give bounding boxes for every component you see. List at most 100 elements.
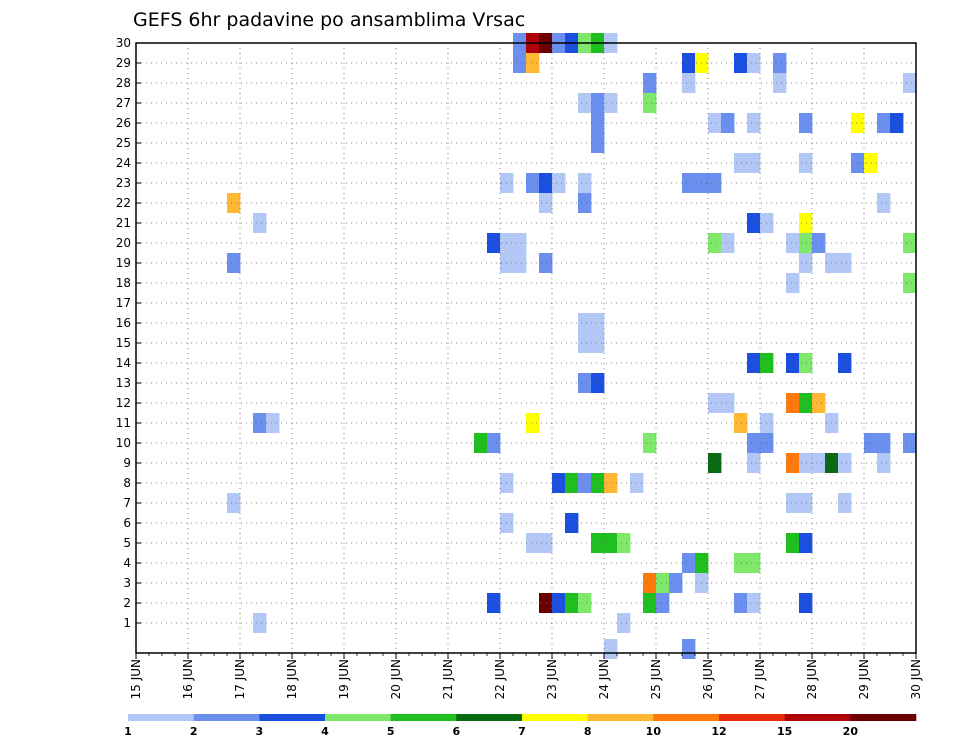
heatmap-cell [526,53,540,73]
heatmap-cell [604,473,618,493]
colorbar-label: 3 [256,725,264,738]
heatmap-cell [578,173,592,193]
heatmap-cell [786,273,800,293]
colorbar-label: 2 [190,725,198,738]
heatmap-cell [747,213,761,233]
heatmap-cell [747,433,761,453]
heatmap-cell [734,53,748,73]
heatmap-cell [539,253,553,273]
y-tick-label: 20 [116,236,131,250]
heatmap-cell [253,413,267,433]
heatmap-cell [773,73,787,93]
colorbar-label: 15 [777,725,792,738]
heatmap-cell [734,553,748,573]
heatmap-cell [682,639,696,659]
y-tick-label: 24 [116,156,131,170]
colorbar-swatch [850,714,917,721]
heatmap-cell [708,173,722,193]
heatmap-cell [747,53,761,73]
heatmap-cell [591,473,605,493]
heatmap-cell [591,333,605,353]
heatmap-cell [786,533,800,553]
x-tick-label: 20 JUN [389,659,403,699]
heatmap-cell [552,593,566,613]
heatmap-cell [734,413,748,433]
colorbar-label: 6 [453,725,461,738]
heatmap-cell [799,393,813,413]
x-tick-label: 28 JUN [805,659,819,699]
heatmap-cell [786,493,800,513]
heatmap-cell [799,353,813,373]
heatmap-cell [903,433,917,453]
heatmap-cell [604,93,618,113]
y-tick-label: 15 [116,336,131,350]
x-tick-label: 21 JUN [441,659,455,699]
heatmap-cell [851,153,865,173]
heatmap-cell [578,333,592,353]
x-tick-label: 25 JUN [649,659,663,699]
heatmap-cell [227,253,241,273]
heatmap-cell [578,373,592,393]
heatmap-cell [786,233,800,253]
y-tick-label: 12 [116,396,131,410]
heatmap-cell [617,533,631,553]
heatmap-cell [591,313,605,333]
x-tick-label: 24 JUN [597,659,611,699]
heatmap-cell [682,53,696,73]
heatmap-cell [643,433,657,453]
y-tick-label: 6 [123,516,131,530]
heatmap-cell [864,433,878,453]
y-tick-label: 2 [123,596,131,610]
heatmap-cell [591,533,605,553]
heatmap-cell [734,593,748,613]
colorbar-swatch [128,714,194,721]
colorbar-swatch [193,714,260,721]
heatmap-cell [812,233,826,253]
heatmap-cell [513,233,527,253]
y-tick-label: 23 [116,176,131,190]
chart-title: GEFS 6hr padavine po ansamblima Vrsac [133,9,525,31]
x-tick-label: 27 JUN [753,659,767,699]
y-tick-label: 14 [116,356,131,370]
y-tick-label: 3 [123,576,131,590]
heatmap-cell [812,453,826,473]
heatmap-cells [227,33,917,659]
heatmap-cell [903,273,917,293]
heatmap-cell [903,73,917,93]
x-axis: 15 JUN 16 JUN 17 JUN 18 JUN 19 JUN 20 JUN 21 J… [129,653,923,699]
x-tick-label: 18 JUN [285,659,299,699]
heatmap-cell [747,453,761,473]
colorbar: 1 2 3 4 5 6 7 8 10 12 15 20 [124,714,917,738]
heatmap-cell [539,193,553,213]
heatmap-cell [838,353,852,373]
grid-lines [136,42,916,653]
heatmap-cell [526,173,540,193]
heatmap-cell [721,233,735,253]
heatmap-cell [851,113,865,133]
heatmap-cell [864,153,878,173]
y-tick-label: 13 [116,376,131,390]
heatmap-cell [812,393,826,413]
heatmap-cell [656,573,670,593]
heatmap-cell [903,233,917,253]
heatmap-cell [591,93,605,113]
colorbar-swatch [522,714,588,721]
colorbar-swatch [784,714,851,721]
colorbar-swatch [390,714,457,721]
heatmap-cell [708,113,722,133]
heatmap-cell [227,493,241,513]
heatmap-cell [721,393,735,413]
heatmap-cell [487,433,501,453]
heatmap-cell [773,53,787,73]
heatmap-cell [786,353,800,373]
y-tick-label: 25 [116,136,131,150]
plot-frame [135,42,917,654]
heatmap-cell [747,553,761,573]
y-tick-label: 11 [116,416,131,430]
heatmap-cell [747,153,761,173]
y-tick-label: 9 [123,456,131,470]
colorbar-swatch [456,714,523,721]
heatmap-cell [877,113,891,133]
colorbar-label: 4 [321,725,329,738]
